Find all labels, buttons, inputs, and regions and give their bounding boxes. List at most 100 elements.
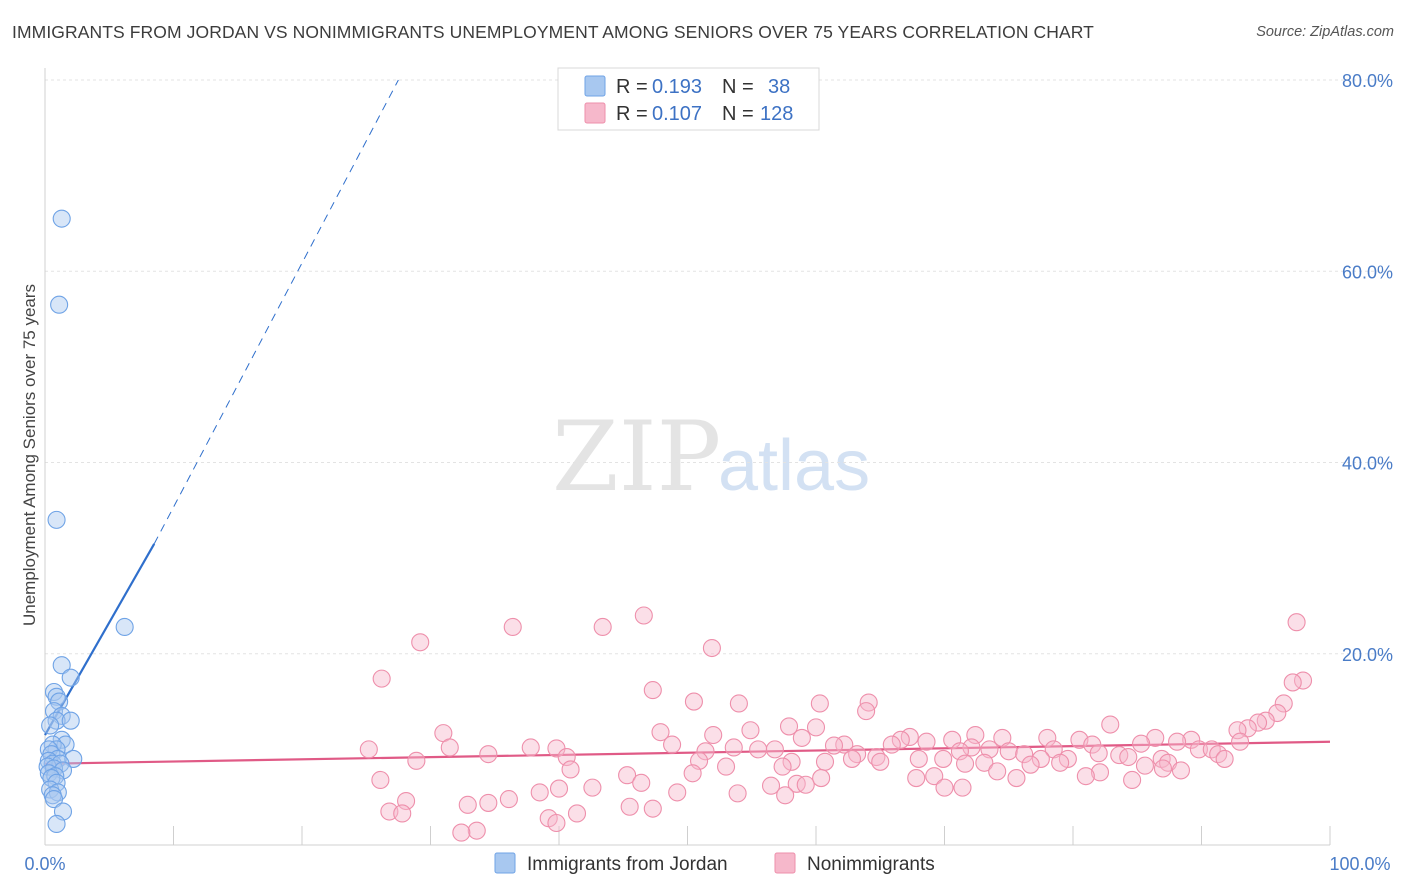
point-nonimmigrants xyxy=(561,760,580,779)
point-nonimmigrants xyxy=(411,633,430,652)
point-nonimmigrants xyxy=(1256,711,1275,730)
point-nonimmigrants xyxy=(521,738,540,757)
point-nonimmigrants xyxy=(871,752,890,771)
point-nonimmigrants xyxy=(824,736,844,755)
point-nonimmigrants xyxy=(393,804,412,823)
legend-r-value-nonimmigrants: 0.107 xyxy=(652,103,702,125)
legend-n-value-nonimmigrants: 128 xyxy=(760,103,793,125)
point-nonimmigrants xyxy=(956,754,975,773)
point-nonimmigrants xyxy=(917,732,936,751)
point-jordan xyxy=(44,682,64,702)
point-nonimmigrants xyxy=(1171,761,1190,780)
point-nonimmigrants xyxy=(593,617,612,637)
point-nonimmigrants xyxy=(683,764,702,783)
point-nonimmigrants xyxy=(1168,732,1187,751)
bottom-legend-label-nonimmigrants: Nonimmigrants xyxy=(807,854,935,875)
point-nonimmigrants xyxy=(583,778,602,797)
point-nonimmigrants xyxy=(1287,613,1306,632)
point-nonimmigrants xyxy=(359,740,378,759)
point-nonimmigrants xyxy=(452,823,471,842)
point-nonimmigrants xyxy=(1182,730,1201,749)
point-nonimmigrants xyxy=(728,784,747,803)
legend-r-value-jordan: 0.193 xyxy=(652,76,702,98)
legend-n-label-nonimmigrants: N = xyxy=(722,103,754,125)
point-nonimmigrants xyxy=(776,786,795,805)
legend: R = 0.193 N = 38 R = 0.107 N = 128 xyxy=(557,67,820,131)
point-nonimmigrants xyxy=(547,813,566,833)
watermark: ZIP atlas xyxy=(552,401,870,513)
point-nonimmigrants xyxy=(663,735,682,754)
legend-swatch-jordan xyxy=(584,75,606,97)
point-nonimmigrants xyxy=(1015,745,1034,764)
point-nonimmigrants xyxy=(848,745,867,764)
point-nonimmigrants xyxy=(702,638,721,658)
legend-n-label-jordan: N = xyxy=(722,76,754,98)
point-nonimmigrants xyxy=(810,694,829,713)
point-nonimmigrants xyxy=(925,767,944,786)
point-jordan xyxy=(50,692,69,711)
trend-line-jordan xyxy=(44,543,156,736)
point-nonimmigrants xyxy=(643,681,662,700)
point-nonimmigrants xyxy=(891,730,910,749)
y-axis-label: Unemployment Among Seniors over 75 years xyxy=(20,284,39,626)
y-tick-label: 80.0% xyxy=(1342,71,1393,91)
point-nonimmigrants xyxy=(749,740,768,759)
point-jordan xyxy=(52,209,71,228)
watermark-atlas: atlas xyxy=(718,426,870,506)
point-nonimmigrants xyxy=(935,778,954,797)
point-jordan xyxy=(38,757,57,776)
point-nonimmigrants xyxy=(684,692,703,711)
point-nonimmigrants xyxy=(988,762,1007,781)
point-nonimmigrants xyxy=(1101,715,1120,734)
legend-swatch-nonimmigrants xyxy=(584,102,606,124)
legend-n-value-jordan: 38 xyxy=(768,76,790,98)
data-points xyxy=(38,209,1313,842)
point-nonimmigrants xyxy=(1090,763,1110,782)
point-jordan xyxy=(61,668,80,687)
point-nonimmigrants xyxy=(1283,673,1302,692)
point-nonimmigrants xyxy=(1274,694,1293,713)
point-nonimmigrants xyxy=(503,617,522,637)
point-nonimmigrants xyxy=(620,797,639,816)
y-tick-label: 60.0% xyxy=(1342,262,1393,282)
point-jordan xyxy=(44,790,64,809)
point-nonimmigrants xyxy=(1123,770,1142,790)
trend-lines xyxy=(44,79,1331,765)
bottom-legend: Immigrants from Jordan Nonimmigrants xyxy=(494,852,935,875)
point-jordan xyxy=(50,295,69,314)
watermark-zip: ZIP xyxy=(552,401,721,513)
point-nonimmigrants xyxy=(467,821,486,840)
point-nonimmigrants xyxy=(632,773,651,792)
point-nonimmigrants xyxy=(696,742,715,761)
point-jordan xyxy=(41,716,60,735)
point-nonimmigrants xyxy=(1076,767,1095,786)
trend-line-jordan-extension xyxy=(153,79,399,545)
point-nonimmigrants xyxy=(1135,756,1155,775)
point-nonimmigrants xyxy=(812,769,831,788)
point-nonimmigrants xyxy=(479,745,498,764)
point-nonimmigrants xyxy=(792,728,811,747)
point-nonimmigrants xyxy=(882,735,901,754)
x-tick-labels: 0.0% 100.0% xyxy=(24,854,1390,874)
legend-r-label-jordan: R = xyxy=(616,76,648,98)
trend-line-nonimmigrants xyxy=(44,740,1331,765)
point-nonimmigrants xyxy=(1031,749,1050,768)
point-nonimmigrants xyxy=(651,723,670,742)
point-nonimmigrants xyxy=(761,776,781,795)
point-nonimmigrants xyxy=(724,738,743,757)
x-tick-label: 0.0% xyxy=(24,854,65,874)
point-nonimmigrants xyxy=(716,757,736,776)
point-nonimmigrants xyxy=(704,725,723,745)
point-jordan xyxy=(52,656,71,675)
point-nonimmigrants xyxy=(999,742,1018,761)
chart-title: IMMIGRANTS FROM JORDAN VS NONIMMIGRANTS … xyxy=(12,22,1094,42)
point-nonimmigrants xyxy=(1007,769,1026,788)
point-nonimmigrants xyxy=(1021,755,1040,774)
point-nonimmigrants xyxy=(779,717,799,736)
point-nonimmigrants xyxy=(842,749,862,768)
point-nonimmigrants xyxy=(1228,721,1247,740)
point-nonimmigrants xyxy=(975,753,994,772)
point-nonimmigrants xyxy=(765,740,784,759)
point-nonimmigrants xyxy=(668,783,687,802)
point-jordan xyxy=(47,814,66,834)
